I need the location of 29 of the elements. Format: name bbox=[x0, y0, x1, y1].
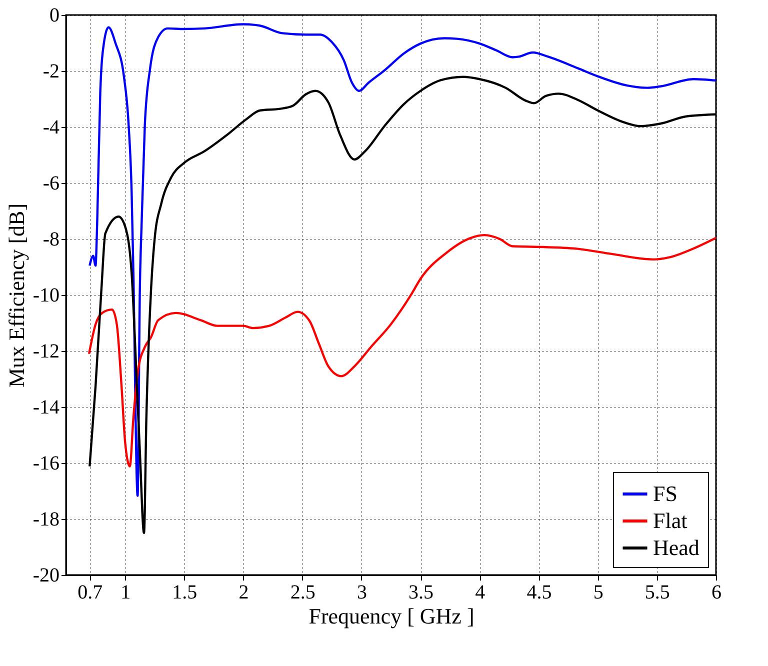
x-tick-label: 1.5 bbox=[172, 582, 198, 604]
y-tick-label: -18 bbox=[32, 508, 60, 530]
x-tick-label: 4 bbox=[475, 582, 486, 604]
legend-label: Head bbox=[653, 535, 700, 560]
x-tick-label: 6 bbox=[712, 582, 722, 604]
legend-label: Flat bbox=[653, 508, 688, 533]
y-tick-label: -20 bbox=[32, 564, 60, 586]
x-tick-label: 4.5 bbox=[526, 582, 552, 604]
x-tick-label: 3 bbox=[356, 582, 367, 604]
y-tick-label: -10 bbox=[32, 284, 60, 306]
x-tick-label: 5 bbox=[593, 582, 604, 604]
x-tick-label: 3.5 bbox=[408, 582, 434, 604]
x-axis-title: Frequency [ GHz ] bbox=[308, 604, 474, 628]
y-tick-label: -6 bbox=[42, 172, 60, 194]
y-tick-label: -16 bbox=[32, 452, 60, 474]
y-axis-title: Mux Efficiency [dB] bbox=[4, 203, 29, 388]
x-tick-label: 2.5 bbox=[290, 582, 316, 604]
line-series bbox=[88, 234, 716, 468]
y-tick-label: -14 bbox=[32, 396, 60, 418]
y-tick-label: -4 bbox=[42, 116, 60, 138]
x-tick-label: 1 bbox=[120, 582, 131, 604]
x-tick-label: 2 bbox=[238, 582, 249, 604]
x-tick-label: 0.7 bbox=[78, 582, 103, 604]
x-tick-label: 5.5 bbox=[644, 582, 670, 604]
y-tick-label: 0 bbox=[50, 4, 60, 26]
legend-label: FS bbox=[653, 481, 678, 506]
y-tick-label: -2 bbox=[42, 60, 60, 82]
y-tick-label: -8 bbox=[42, 228, 60, 250]
y-tick-label: -12 bbox=[32, 340, 60, 362]
